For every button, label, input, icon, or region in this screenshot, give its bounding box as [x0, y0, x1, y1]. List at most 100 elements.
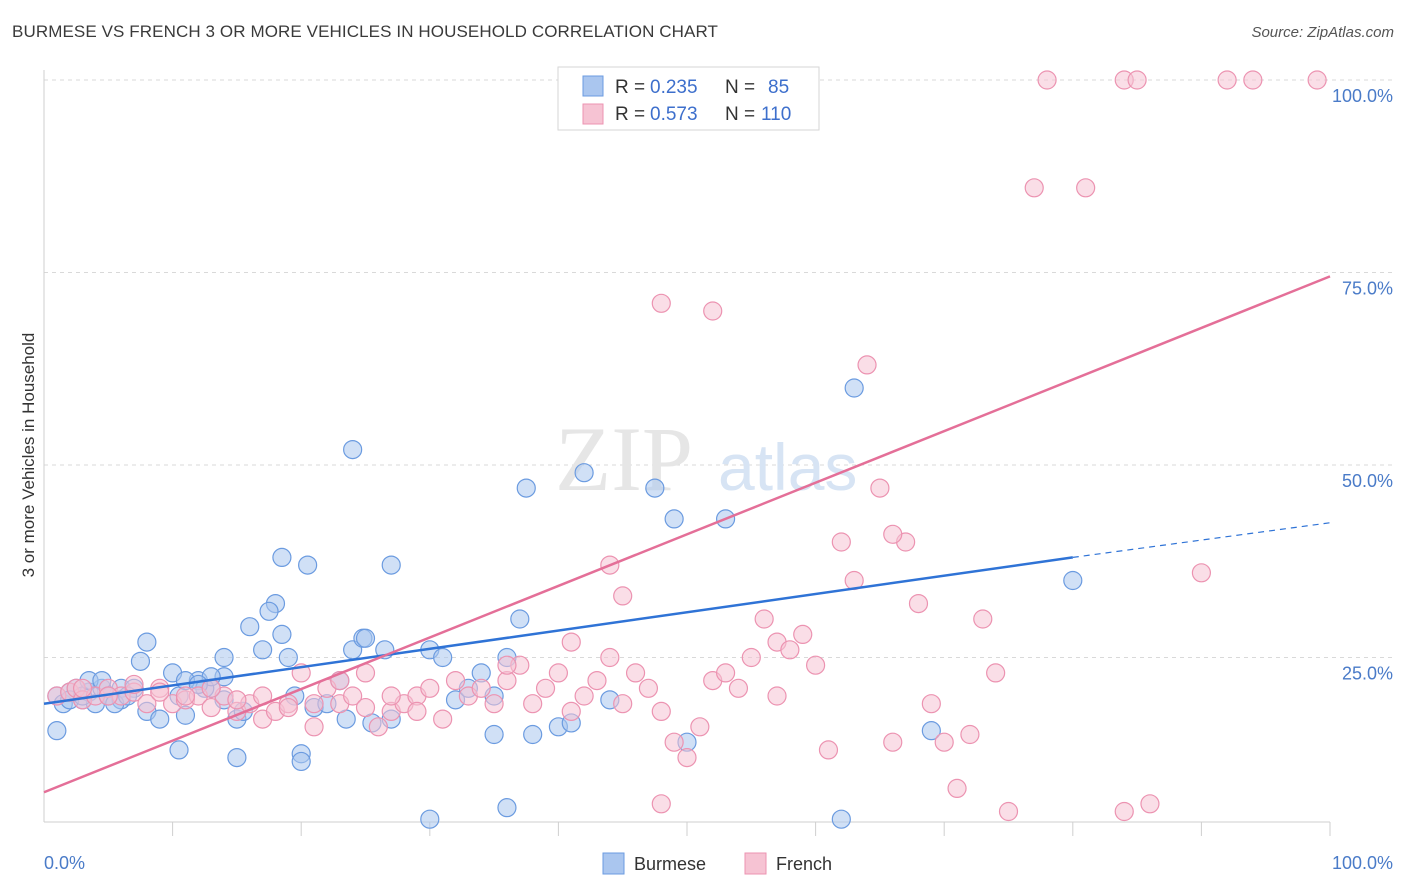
french-point-56 — [574, 686, 594, 706]
french-point-68 — [728, 678, 749, 698]
french-point-103 — [1076, 178, 1096, 198]
legend-n-value-french: 110 — [761, 104, 791, 125]
x-tick-label-max: 100.0% — [1332, 853, 1393, 873]
french-point-22 — [124, 674, 144, 695]
french-point-86 — [960, 724, 980, 745]
burmese-point-83 — [844, 378, 864, 398]
burmese-point-38 — [278, 647, 298, 668]
legend-swatch-burmese — [582, 75, 604, 97]
french-point-106 — [1114, 801, 1134, 822]
french-point-74 — [805, 655, 826, 675]
burmese-point-34 — [240, 617, 260, 637]
french-point-33 — [343, 686, 363, 706]
burmese-point-18 — [130, 651, 151, 671]
burmese-point-66 — [516, 478, 536, 498]
bottom-legend-swatch-french — [744, 852, 767, 875]
legend-n-label-burmese: N = — [725, 77, 755, 98]
burmese-point-50 — [272, 547, 292, 568]
french-point-67 — [715, 663, 736, 683]
french-point-34 — [355, 697, 376, 718]
french-point-52 — [523, 694, 543, 714]
burmese-point-74 — [497, 798, 517, 818]
french-point-53 — [535, 678, 556, 698]
french-point-35 — [368, 717, 388, 737]
french-point-43 — [381, 686, 401, 706]
x-axis-ticks — [172, 822, 1331, 836]
french-point-61 — [638, 678, 659, 698]
bottom-legend-swatch-burmese — [602, 852, 625, 875]
french-point-62 — [651, 701, 671, 722]
french-point-48 — [471, 678, 491, 698]
burmese-point-35 — [253, 640, 273, 660]
french-point-102 — [1217, 70, 1237, 90]
french-point-89 — [998, 801, 1019, 822]
burmese-point-37 — [272, 624, 292, 645]
y-axis-tick-labels: 25.0% 50.0% 75.0% 100.0% — [1332, 86, 1393, 684]
legend-n-value-burmese: 85 — [768, 77, 789, 98]
french-point-95 — [703, 301, 723, 321]
french-point-54 — [548, 663, 569, 683]
chart-title: BURMESE VS FRENCH 3 OR MORE VEHICLES IN … — [12, 22, 719, 41]
french-point-88 — [986, 663, 1006, 683]
french-point-29 — [304, 694, 324, 714]
legend-r-value-burmese: 0.235 — [650, 77, 698, 98]
french-point-28 — [278, 697, 298, 718]
grid-lines — [44, 79, 1393, 658]
french-point-75 — [818, 740, 839, 760]
french-point-24 — [175, 686, 196, 706]
french-point-91 — [613, 586, 633, 606]
french-point-55 — [561, 701, 581, 722]
french-point-20 — [72, 678, 93, 698]
burmese-point-23 — [150, 709, 170, 729]
bottom-legend-label-burmese: Burmese — [634, 854, 706, 874]
french-point-13 — [201, 697, 221, 718]
french-point-79 — [870, 478, 890, 498]
burmese-point-32 — [214, 647, 234, 668]
french-point-73 — [793, 624, 813, 645]
burmese-point-86 — [1063, 570, 1083, 591]
french-point-107 — [1243, 70, 1263, 90]
burmese-point-53 — [169, 740, 189, 760]
burmese-point-39 — [259, 601, 279, 621]
burmese-point-73 — [420, 809, 440, 829]
french-point-96 — [651, 293, 671, 313]
burmese-trend-extension — [1072, 522, 1331, 558]
french-point-49 — [484, 694, 504, 714]
watermark: ZIP atlas — [555, 408, 857, 510]
burmese-point-61 — [355, 628, 376, 648]
french-point-93 — [561, 632, 581, 652]
y-tick-label-50: 50.0% — [1342, 471, 1393, 491]
burmese-point-52 — [227, 747, 247, 768]
french-point-108 — [1307, 70, 1327, 90]
watermark-atlas: atlas — [718, 430, 857, 504]
burmese-point-71 — [523, 724, 543, 745]
french-point-39 — [420, 678, 440, 698]
burmese-point-80 — [664, 509, 684, 529]
french-point-64 — [677, 747, 697, 768]
burmese-point-87 — [510, 609, 530, 629]
french-point-65 — [690, 717, 710, 737]
french-point-58 — [600, 647, 620, 668]
french-point-45 — [433, 709, 453, 729]
y-tick-label-25: 25.0% — [1342, 664, 1393, 684]
y-tick-label-100: 100.0% — [1332, 86, 1393, 106]
trend-lines — [43, 275, 1331, 794]
french-point-84 — [934, 732, 954, 752]
burmese-point-60 — [291, 751, 311, 772]
french-point-57 — [587, 670, 607, 691]
french-point-26 — [227, 690, 247, 710]
french-point-70 — [754, 609, 774, 629]
french-point-80 — [883, 732, 903, 752]
legend-r-label-french: R = — [615, 104, 645, 125]
french-point-78 — [857, 355, 877, 375]
french-point-63 — [664, 732, 684, 752]
french-point-8 — [137, 694, 157, 714]
burmese-point-70 — [484, 724, 504, 745]
french-point-69 — [741, 647, 761, 668]
burmese-point-51 — [298, 555, 318, 575]
french-point-59 — [613, 694, 633, 714]
french-point-72 — [780, 640, 800, 660]
french-point-76 — [831, 532, 851, 552]
french-trend-line — [43, 275, 1331, 794]
burmese-point-63 — [433, 647, 453, 668]
